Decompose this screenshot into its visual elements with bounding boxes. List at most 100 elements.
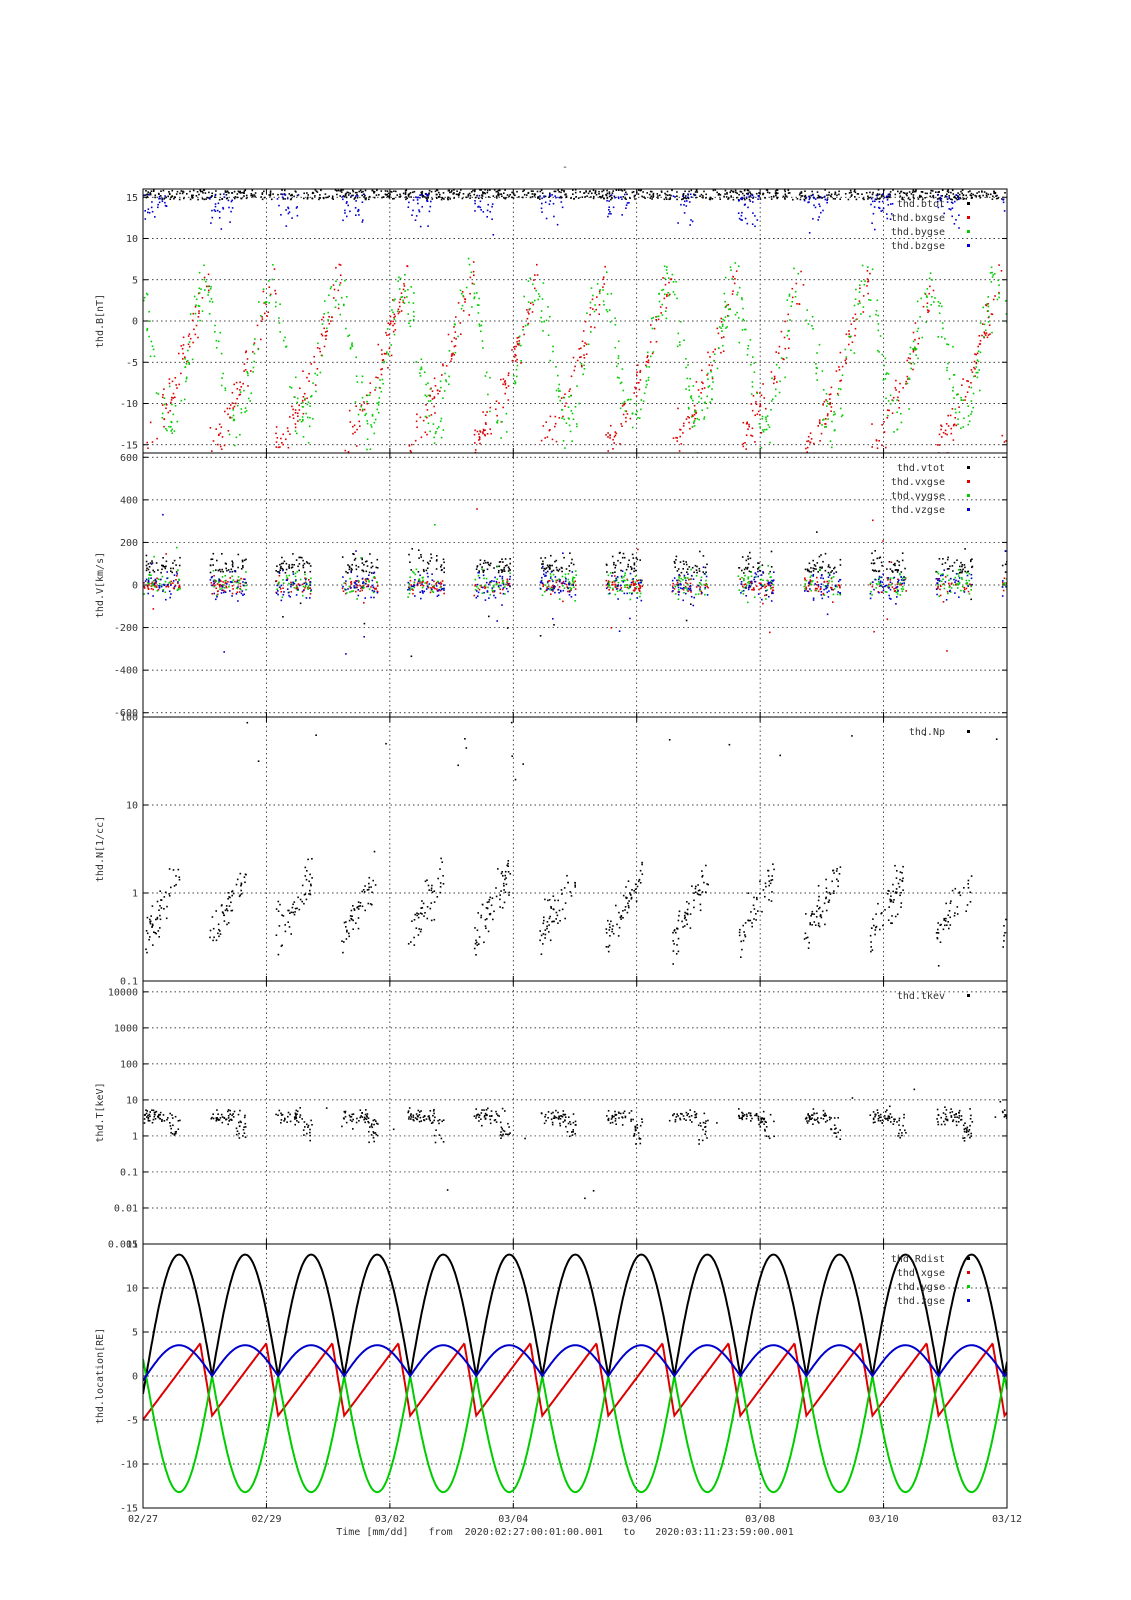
data-point <box>570 394 572 397</box>
data-point <box>254 192 257 194</box>
data-point <box>220 592 223 594</box>
data-point <box>768 583 770 585</box>
data-point <box>601 190 603 193</box>
data-point <box>376 402 378 404</box>
data-point <box>625 204 628 206</box>
data-point <box>380 349 383 351</box>
data-point <box>245 588 247 591</box>
data-point <box>544 201 547 204</box>
data-point <box>831 577 833 579</box>
data-point <box>879 556 882 559</box>
data-point <box>573 581 575 584</box>
data-point <box>328 195 330 198</box>
data-point <box>788 295 791 297</box>
data-point <box>582 373 584 376</box>
data-point <box>419 591 421 593</box>
data-point <box>968 386 970 388</box>
data-point <box>286 577 288 579</box>
data-point <box>621 556 624 559</box>
data-point <box>886 213 888 215</box>
data-point <box>447 189 450 192</box>
data-point <box>631 567 633 570</box>
data-point <box>784 376 786 379</box>
data-point <box>706 407 709 409</box>
data-point <box>314 384 317 386</box>
data-point <box>252 366 255 369</box>
legend-label: thd.bzgse <box>891 241 945 252</box>
data-point <box>805 319 808 322</box>
data-point <box>169 410 171 412</box>
data-point <box>163 388 165 390</box>
data-point <box>231 416 233 419</box>
data-point <box>606 571 608 573</box>
data-point <box>172 397 175 399</box>
data-point <box>493 189 496 191</box>
data-point <box>816 562 819 564</box>
data-point <box>304 397 306 400</box>
data-point <box>363 408 366 411</box>
data-point <box>361 194 363 197</box>
y-tick-label: 200 <box>120 538 138 549</box>
data-point <box>484 434 486 437</box>
data-point <box>947 343 950 346</box>
data-point <box>443 587 445 590</box>
data-point <box>158 201 161 204</box>
data-point <box>987 310 989 312</box>
data-point <box>297 583 300 585</box>
data-point <box>937 579 939 582</box>
data-point <box>240 568 243 570</box>
data-point <box>699 550 701 553</box>
data-point <box>209 196 212 199</box>
data-point <box>938 579 941 582</box>
data-point <box>723 195 725 198</box>
data-point <box>772 580 774 582</box>
data-point <box>688 421 690 424</box>
data-point <box>754 441 756 443</box>
data-point <box>730 269 732 271</box>
data-point <box>148 577 150 579</box>
data-point <box>419 574 421 577</box>
data-point <box>419 375 422 377</box>
data-point <box>522 329 524 331</box>
data-point <box>1005 578 1007 580</box>
data-point <box>253 352 256 355</box>
data-point <box>610 424 612 427</box>
series-thd-bygse <box>143 257 1007 453</box>
data-point <box>179 586 181 588</box>
data-point <box>504 382 507 385</box>
data-point <box>478 205 480 208</box>
data-point <box>499 588 501 591</box>
data-point <box>881 444 883 446</box>
data-point <box>958 198 960 201</box>
data-point <box>869 191 871 194</box>
data-point <box>568 594 571 596</box>
data-point <box>440 566 442 568</box>
data-point <box>559 580 561 583</box>
data-point <box>163 403 166 406</box>
data-point <box>434 190 437 193</box>
data-point <box>680 203 682 206</box>
data-point <box>432 586 434 588</box>
data-point <box>245 194 248 197</box>
data-point <box>516 358 518 361</box>
data-point <box>324 193 327 195</box>
data-point <box>872 562 875 565</box>
data-point <box>899 573 901 575</box>
data-point <box>478 570 480 572</box>
data-point <box>955 579 957 582</box>
data-point <box>310 395 313 397</box>
data-point <box>478 588 481 591</box>
data-point <box>898 564 901 567</box>
data-point <box>325 334 328 337</box>
data-point <box>873 570 875 572</box>
data-point <box>364 189 367 192</box>
data-point <box>291 583 294 586</box>
data-point <box>161 200 164 203</box>
data-point <box>622 552 625 555</box>
data-point <box>545 567 548 569</box>
gridlines <box>143 189 1007 453</box>
data-point <box>214 324 216 327</box>
data-point <box>897 580 899 583</box>
data-point <box>151 560 153 562</box>
data-point <box>363 564 365 566</box>
